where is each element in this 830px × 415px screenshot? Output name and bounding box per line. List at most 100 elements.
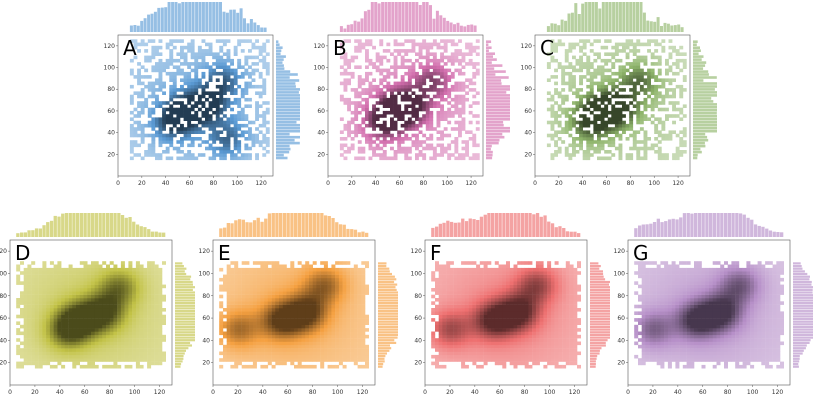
density-cell [147,314,152,319]
x-histogram-bar [435,10,439,33]
density-cell [393,107,398,112]
density-cell [622,68,626,73]
density-cell [57,341,62,346]
density-cell [393,65,398,69]
density-cell [158,354,163,359]
y-tick-label: 120 [521,43,533,50]
density-cell [282,311,287,315]
density-cell [150,351,155,356]
density-cell [397,130,402,134]
density-cell [357,146,362,151]
density-cell [432,153,437,157]
density-cell [632,104,637,108]
y-tick-label: 20 [107,151,115,158]
density-cell [252,364,257,369]
density-cell [379,55,384,60]
density-cell [454,68,459,73]
density-cell [342,324,347,329]
density-cell [255,68,259,73]
density-cell [429,101,434,105]
density-cell [636,49,641,53]
density-cell [338,267,343,272]
density-cell [132,338,137,342]
density-cell [440,58,444,63]
density-cell [618,143,623,148]
density-cell [169,39,174,43]
density-cell [137,75,141,79]
density-cell [343,156,348,161]
density-cell [342,294,347,299]
density-cell [668,94,673,99]
density-cell [429,78,434,82]
density-cell [147,153,152,157]
density-cell [219,311,224,315]
density-cell [72,321,77,325]
density-cell [135,301,140,305]
x-histogram-bar [133,25,137,32]
density-cell [132,358,137,362]
density-cell [226,267,231,272]
density-cell [404,137,409,141]
density-cell [76,271,80,275]
density-cell [23,281,28,285]
density-cell [201,94,206,99]
density-cell [422,75,427,79]
density-cell [76,291,80,295]
density-cell [375,107,380,112]
density-cell [27,271,32,275]
density-cell [607,137,612,141]
density-cell [679,94,684,99]
density-cell [147,304,152,309]
density-cell [589,84,594,89]
density-cell [183,45,188,50]
density-cell [275,291,280,295]
density-cell [331,304,336,309]
density-cell [604,156,609,161]
density-cell [183,94,188,99]
density-cell [117,294,122,299]
density-cell [632,45,637,50]
density-cell [404,71,409,76]
density-cell [468,110,473,115]
density-cell [618,146,623,151]
density-cell [582,107,587,112]
density-cell [579,62,583,66]
density-cell [180,71,184,76]
density-cell [622,65,626,69]
density-cell [94,261,99,265]
y-histogram-bar [693,132,706,136]
density-cell [372,107,376,112]
x-tick-label: 60 [603,180,611,187]
density-cell [180,62,184,66]
density-cell [404,97,409,102]
density-cell [404,150,409,154]
density-cell [260,277,265,282]
density-cell [301,277,306,282]
density-cell [625,62,630,66]
density-cell [240,153,245,157]
density-cell [248,137,252,141]
density-cell [61,348,66,352]
density-cell [230,324,235,329]
density-cell [38,308,43,312]
density-cell [386,156,391,161]
density-cell [614,91,619,95]
density-cell [350,117,355,121]
density-cell [393,62,398,66]
density-cell [169,110,174,115]
density-cell [400,42,405,47]
density-cell [429,84,434,89]
x-histogram-bar [135,224,140,237]
density-cell [338,277,343,282]
density-cell [249,308,254,312]
density-cell [572,123,576,128]
density-cell [94,354,99,359]
density-cell [144,42,149,47]
x-histogram-bar [343,28,347,32]
density-cell [215,52,220,56]
density-cell [415,42,419,47]
density-cell [234,271,239,275]
density-cell [347,123,351,128]
density-cell [365,123,369,128]
density-cell [190,55,195,60]
